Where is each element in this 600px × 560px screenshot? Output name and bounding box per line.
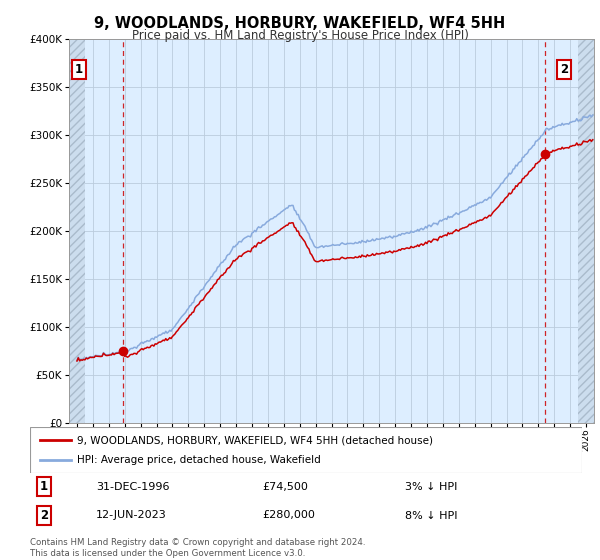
Text: 1: 1: [40, 480, 48, 493]
Text: £280,000: £280,000: [262, 511, 315, 520]
Text: 12-JUN-2023: 12-JUN-2023: [96, 511, 167, 520]
Text: 9, WOODLANDS, HORBURY, WAKEFIELD, WF4 5HH (detached house): 9, WOODLANDS, HORBURY, WAKEFIELD, WF4 5H…: [77, 435, 433, 445]
Text: 3% ↓ HPI: 3% ↓ HPI: [406, 482, 458, 492]
Text: 9, WOODLANDS, HORBURY, WAKEFIELD, WF4 5HH: 9, WOODLANDS, HORBURY, WAKEFIELD, WF4 5H…: [94, 16, 506, 31]
Text: £74,500: £74,500: [262, 482, 308, 492]
Text: 31-DEC-1996: 31-DEC-1996: [96, 482, 170, 492]
Text: 2: 2: [560, 63, 568, 76]
Text: 1: 1: [74, 63, 83, 76]
Text: Price paid vs. HM Land Registry's House Price Index (HPI): Price paid vs. HM Land Registry's House …: [131, 29, 469, 42]
Text: 8% ↓ HPI: 8% ↓ HPI: [406, 511, 458, 520]
Bar: [69, 39, 85, 423]
Text: 2: 2: [40, 509, 48, 522]
Text: Contains HM Land Registry data © Crown copyright and database right 2024.
This d: Contains HM Land Registry data © Crown c…: [30, 538, 365, 558]
Bar: [578, 39, 594, 423]
Text: HPI: Average price, detached house, Wakefield: HPI: Average price, detached house, Wake…: [77, 455, 320, 465]
